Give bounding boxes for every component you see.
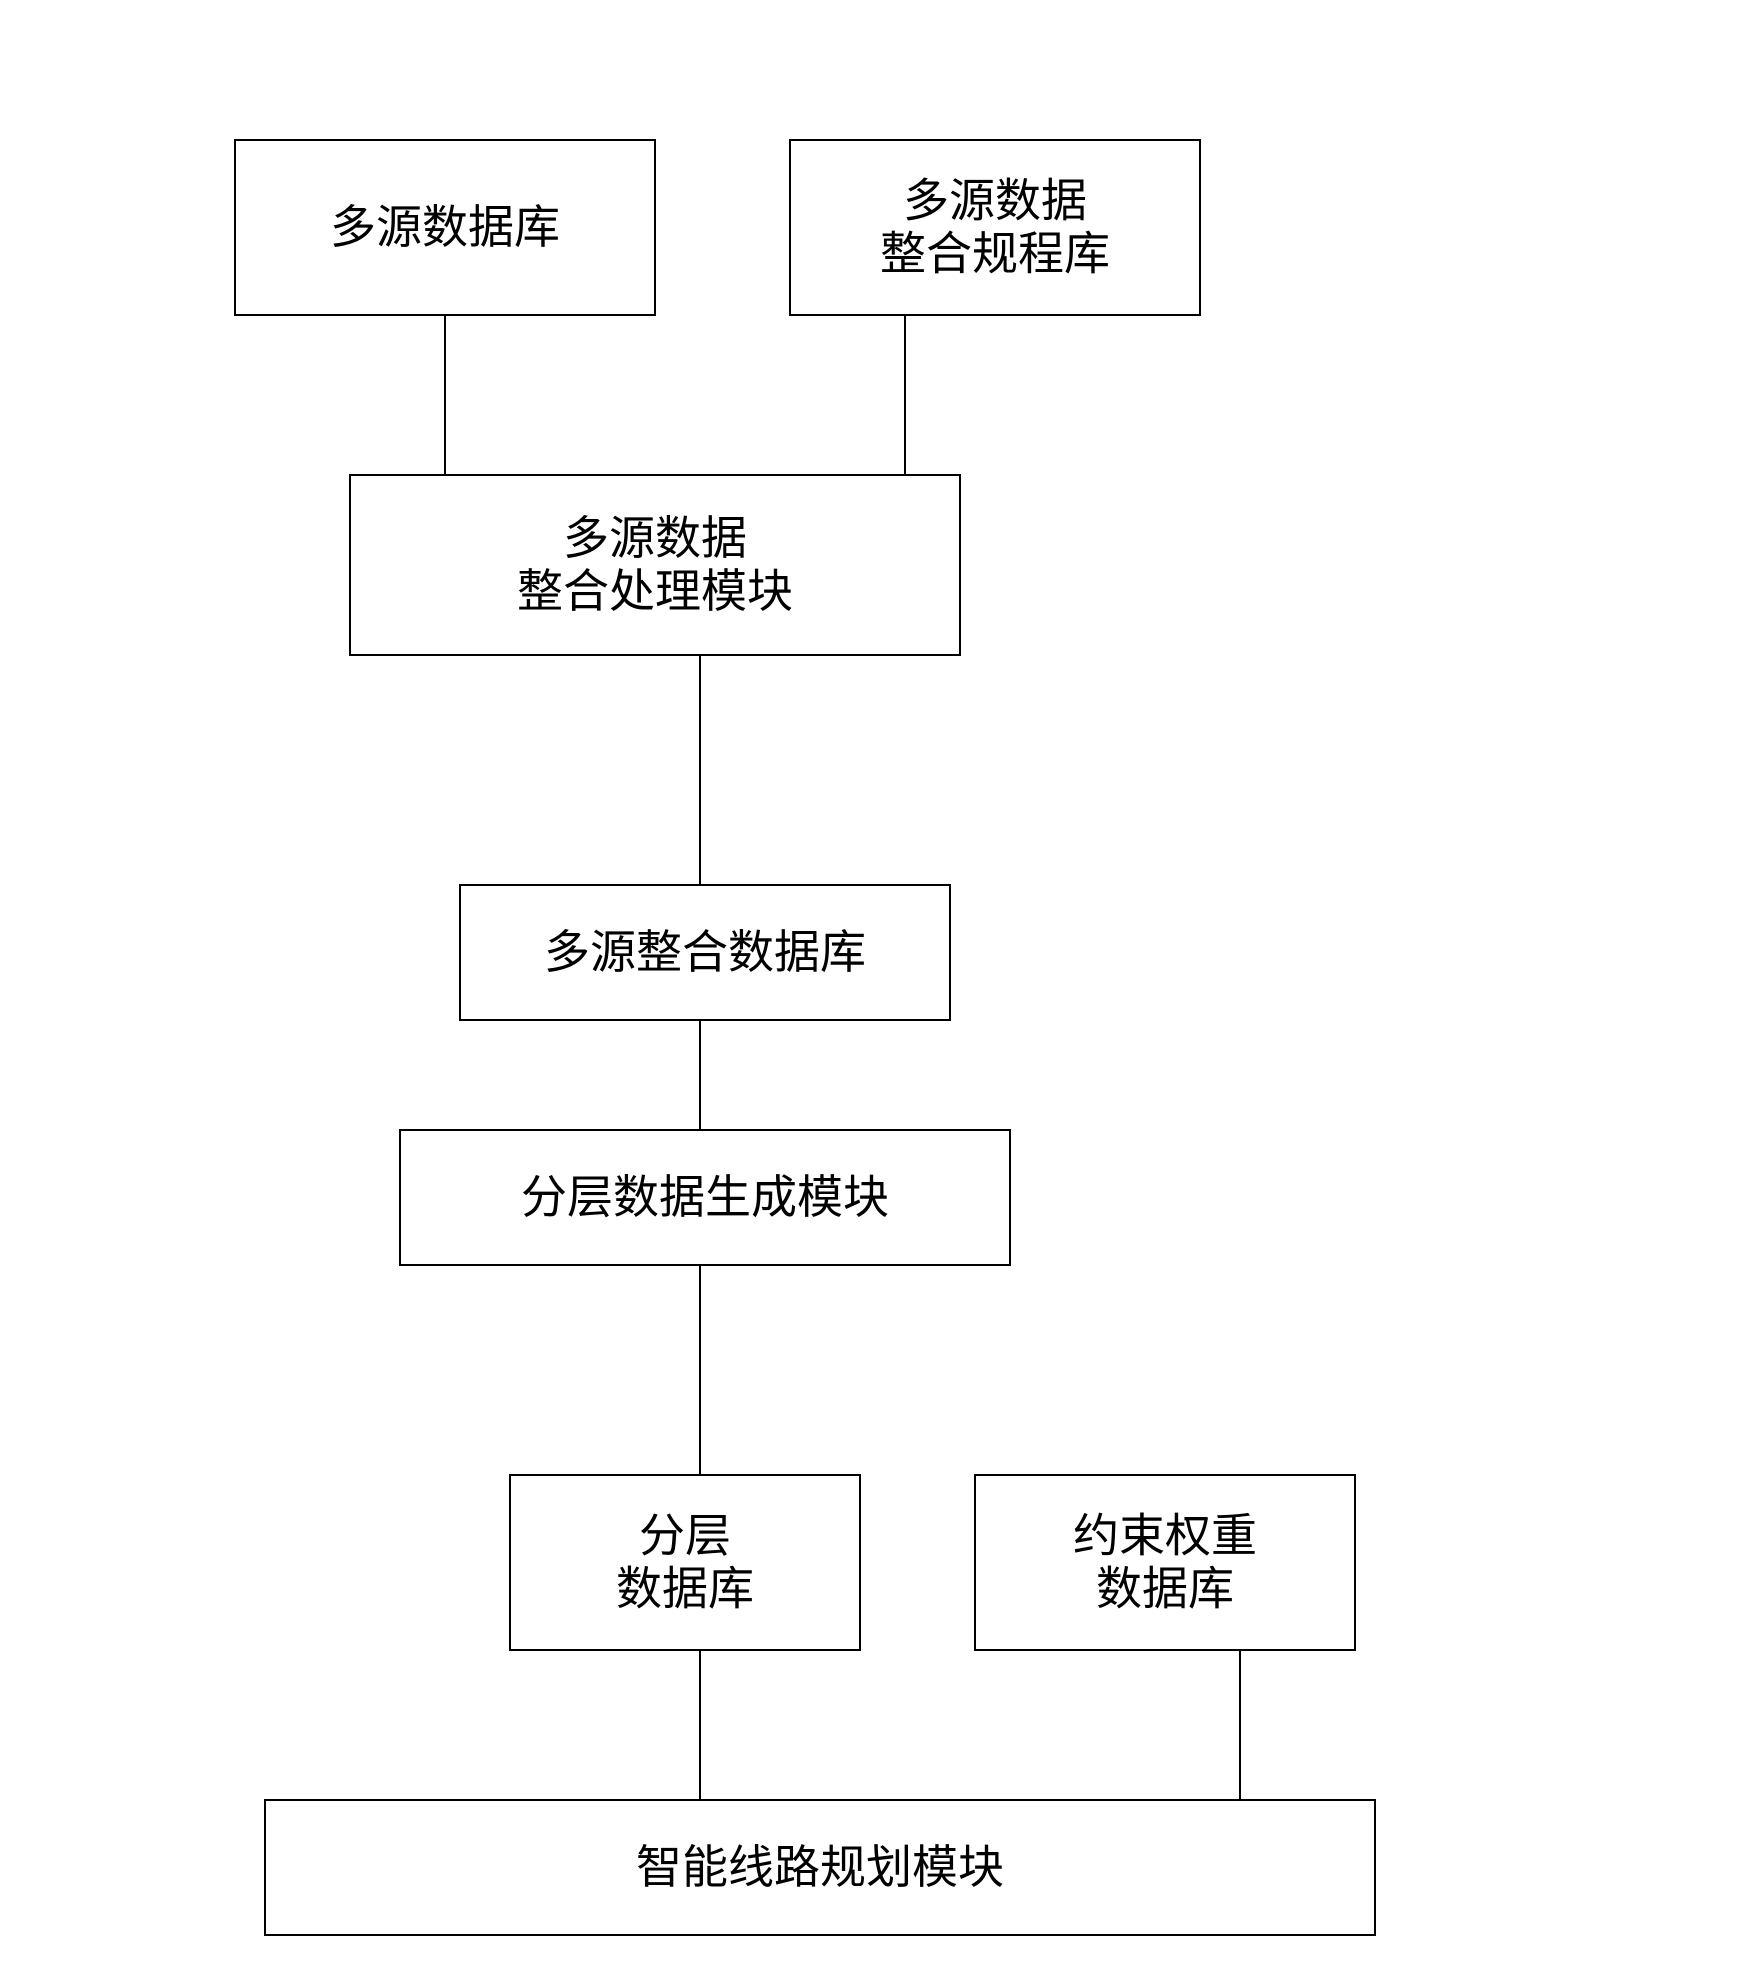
- node-n3: 多源数据整合处理模块: [350, 475, 960, 655]
- node-label: 智能线路规划模块: [636, 1842, 1004, 1893]
- node-label: 多源数据: [563, 513, 747, 564]
- node-label: 多源整合数据库: [544, 927, 866, 978]
- node-label: 多源数据库: [330, 202, 560, 253]
- node-label: 多源数据: [903, 176, 1087, 227]
- node-n1: 多源数据库: [235, 140, 655, 315]
- node-label: 整合处理模块: [517, 566, 793, 617]
- node-label: 分层: [639, 1511, 731, 1562]
- node-n4: 多源整合数据库: [460, 885, 950, 1020]
- node-label: 整合规程库: [880, 228, 1110, 279]
- node-n2: 多源数据整合规程库: [790, 140, 1200, 315]
- node-label: 数据库: [1096, 1563, 1234, 1614]
- node-label: 分层数据生成模块: [521, 1172, 889, 1223]
- node-n5: 分层数据生成模块: [400, 1130, 1010, 1265]
- node-n6: 分层数据库: [510, 1475, 860, 1650]
- node-n7: 约束权重数据库: [975, 1475, 1355, 1650]
- node-label: 约束权重: [1073, 1511, 1257, 1562]
- node-n8: 智能线路规划模块: [265, 1800, 1375, 1935]
- node-label: 数据库: [616, 1563, 754, 1614]
